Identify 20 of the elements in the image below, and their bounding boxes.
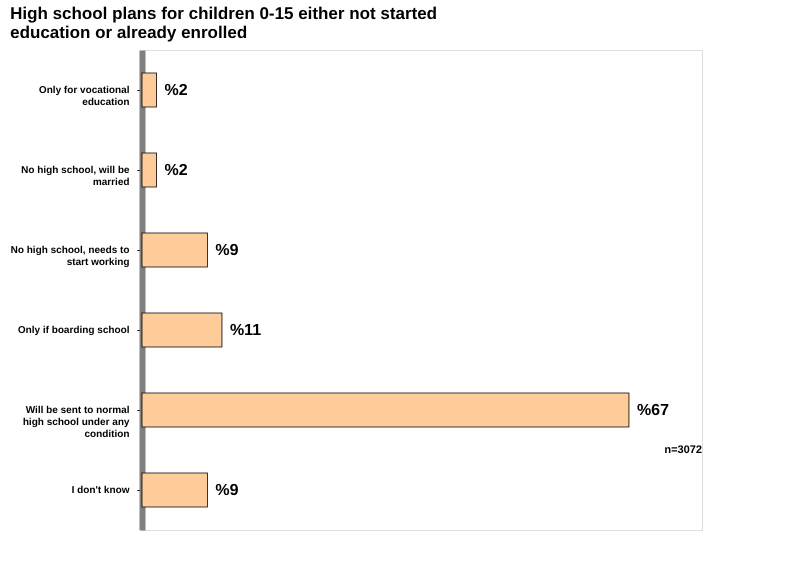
data-label: %9 (215, 482, 239, 499)
chart-title: High school plans for children 0-15 either not started education or already enrolled (10, 4, 438, 42)
data-label: %11 (230, 322, 262, 339)
bar (142, 392, 630, 428)
data-label: %67 (636, 402, 670, 419)
bar (142, 312, 222, 348)
data-label: %2 (164, 82, 188, 99)
y-tick-label: I don't know (72, 485, 130, 496)
bar (142, 152, 157, 188)
data-label: %9 (215, 242, 239, 259)
bar (142, 472, 208, 508)
y-tick-label: Only for vocational education (38, 85, 130, 108)
bar (142, 232, 208, 268)
bar (142, 72, 157, 108)
data-label: %2 (164, 162, 188, 179)
y-tick-label: No high school, will be married (21, 165, 130, 188)
y-tick-label: Will be sent to normal high school under any condition (22, 405, 130, 440)
text: n=3072 (664, 444, 702, 456)
y-tick-label: Only if boarding school (18, 325, 130, 336)
y-tick-label: No high school, needs to start working (10, 245, 130, 268)
